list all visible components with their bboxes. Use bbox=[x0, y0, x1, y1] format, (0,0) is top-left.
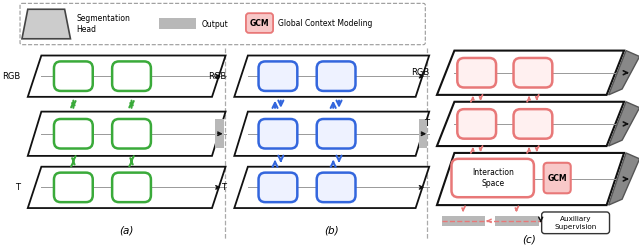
Text: T: T bbox=[15, 183, 20, 192]
Polygon shape bbox=[22, 9, 70, 39]
FancyBboxPatch shape bbox=[54, 62, 93, 91]
Text: RGB: RGB bbox=[411, 68, 429, 77]
Text: RGB: RGB bbox=[2, 72, 20, 81]
Text: RGB: RGB bbox=[208, 72, 227, 81]
FancyBboxPatch shape bbox=[112, 119, 151, 148]
Bar bbox=[442, 216, 485, 226]
Polygon shape bbox=[609, 153, 639, 205]
FancyBboxPatch shape bbox=[317, 62, 355, 91]
FancyBboxPatch shape bbox=[317, 173, 355, 202]
Text: (a): (a) bbox=[120, 226, 134, 236]
Polygon shape bbox=[437, 153, 624, 205]
Text: GCM: GCM bbox=[547, 174, 567, 183]
FancyBboxPatch shape bbox=[458, 109, 496, 139]
FancyBboxPatch shape bbox=[458, 58, 496, 87]
Text: Output: Output bbox=[202, 20, 228, 28]
FancyBboxPatch shape bbox=[451, 159, 534, 197]
Text: GCM: GCM bbox=[250, 19, 269, 27]
Text: T: T bbox=[424, 119, 429, 128]
Polygon shape bbox=[609, 51, 639, 95]
FancyBboxPatch shape bbox=[112, 173, 151, 202]
Polygon shape bbox=[437, 51, 624, 95]
FancyBboxPatch shape bbox=[259, 173, 298, 202]
Polygon shape bbox=[28, 56, 225, 97]
Bar bbox=[159, 18, 195, 29]
FancyBboxPatch shape bbox=[513, 58, 552, 87]
Text: Segmentation
Head: Segmentation Head bbox=[76, 14, 130, 34]
Polygon shape bbox=[234, 167, 429, 208]
Polygon shape bbox=[437, 102, 624, 146]
Text: T: T bbox=[221, 183, 227, 192]
FancyBboxPatch shape bbox=[112, 62, 151, 91]
Text: Global Context Modeling: Global Context Modeling bbox=[278, 19, 372, 27]
Bar bbox=[419, 120, 428, 148]
Polygon shape bbox=[234, 112, 429, 156]
FancyBboxPatch shape bbox=[259, 62, 298, 91]
Polygon shape bbox=[28, 167, 225, 208]
Text: Interaction
Space: Interaction Space bbox=[472, 168, 514, 188]
FancyBboxPatch shape bbox=[246, 13, 273, 33]
FancyBboxPatch shape bbox=[513, 109, 552, 139]
Text: Auxiliary
Supervision: Auxiliary Supervision bbox=[554, 216, 596, 229]
FancyBboxPatch shape bbox=[54, 173, 93, 202]
FancyBboxPatch shape bbox=[54, 119, 93, 148]
Polygon shape bbox=[28, 112, 225, 156]
Bar bbox=[215, 120, 223, 148]
Polygon shape bbox=[234, 56, 429, 97]
FancyBboxPatch shape bbox=[543, 163, 571, 193]
Polygon shape bbox=[609, 102, 639, 146]
Bar bbox=[495, 216, 539, 226]
Text: (c): (c) bbox=[523, 235, 536, 245]
FancyBboxPatch shape bbox=[541, 212, 609, 234]
FancyBboxPatch shape bbox=[20, 3, 426, 45]
FancyBboxPatch shape bbox=[317, 119, 355, 148]
FancyBboxPatch shape bbox=[259, 119, 298, 148]
Text: (b): (b) bbox=[324, 226, 339, 236]
